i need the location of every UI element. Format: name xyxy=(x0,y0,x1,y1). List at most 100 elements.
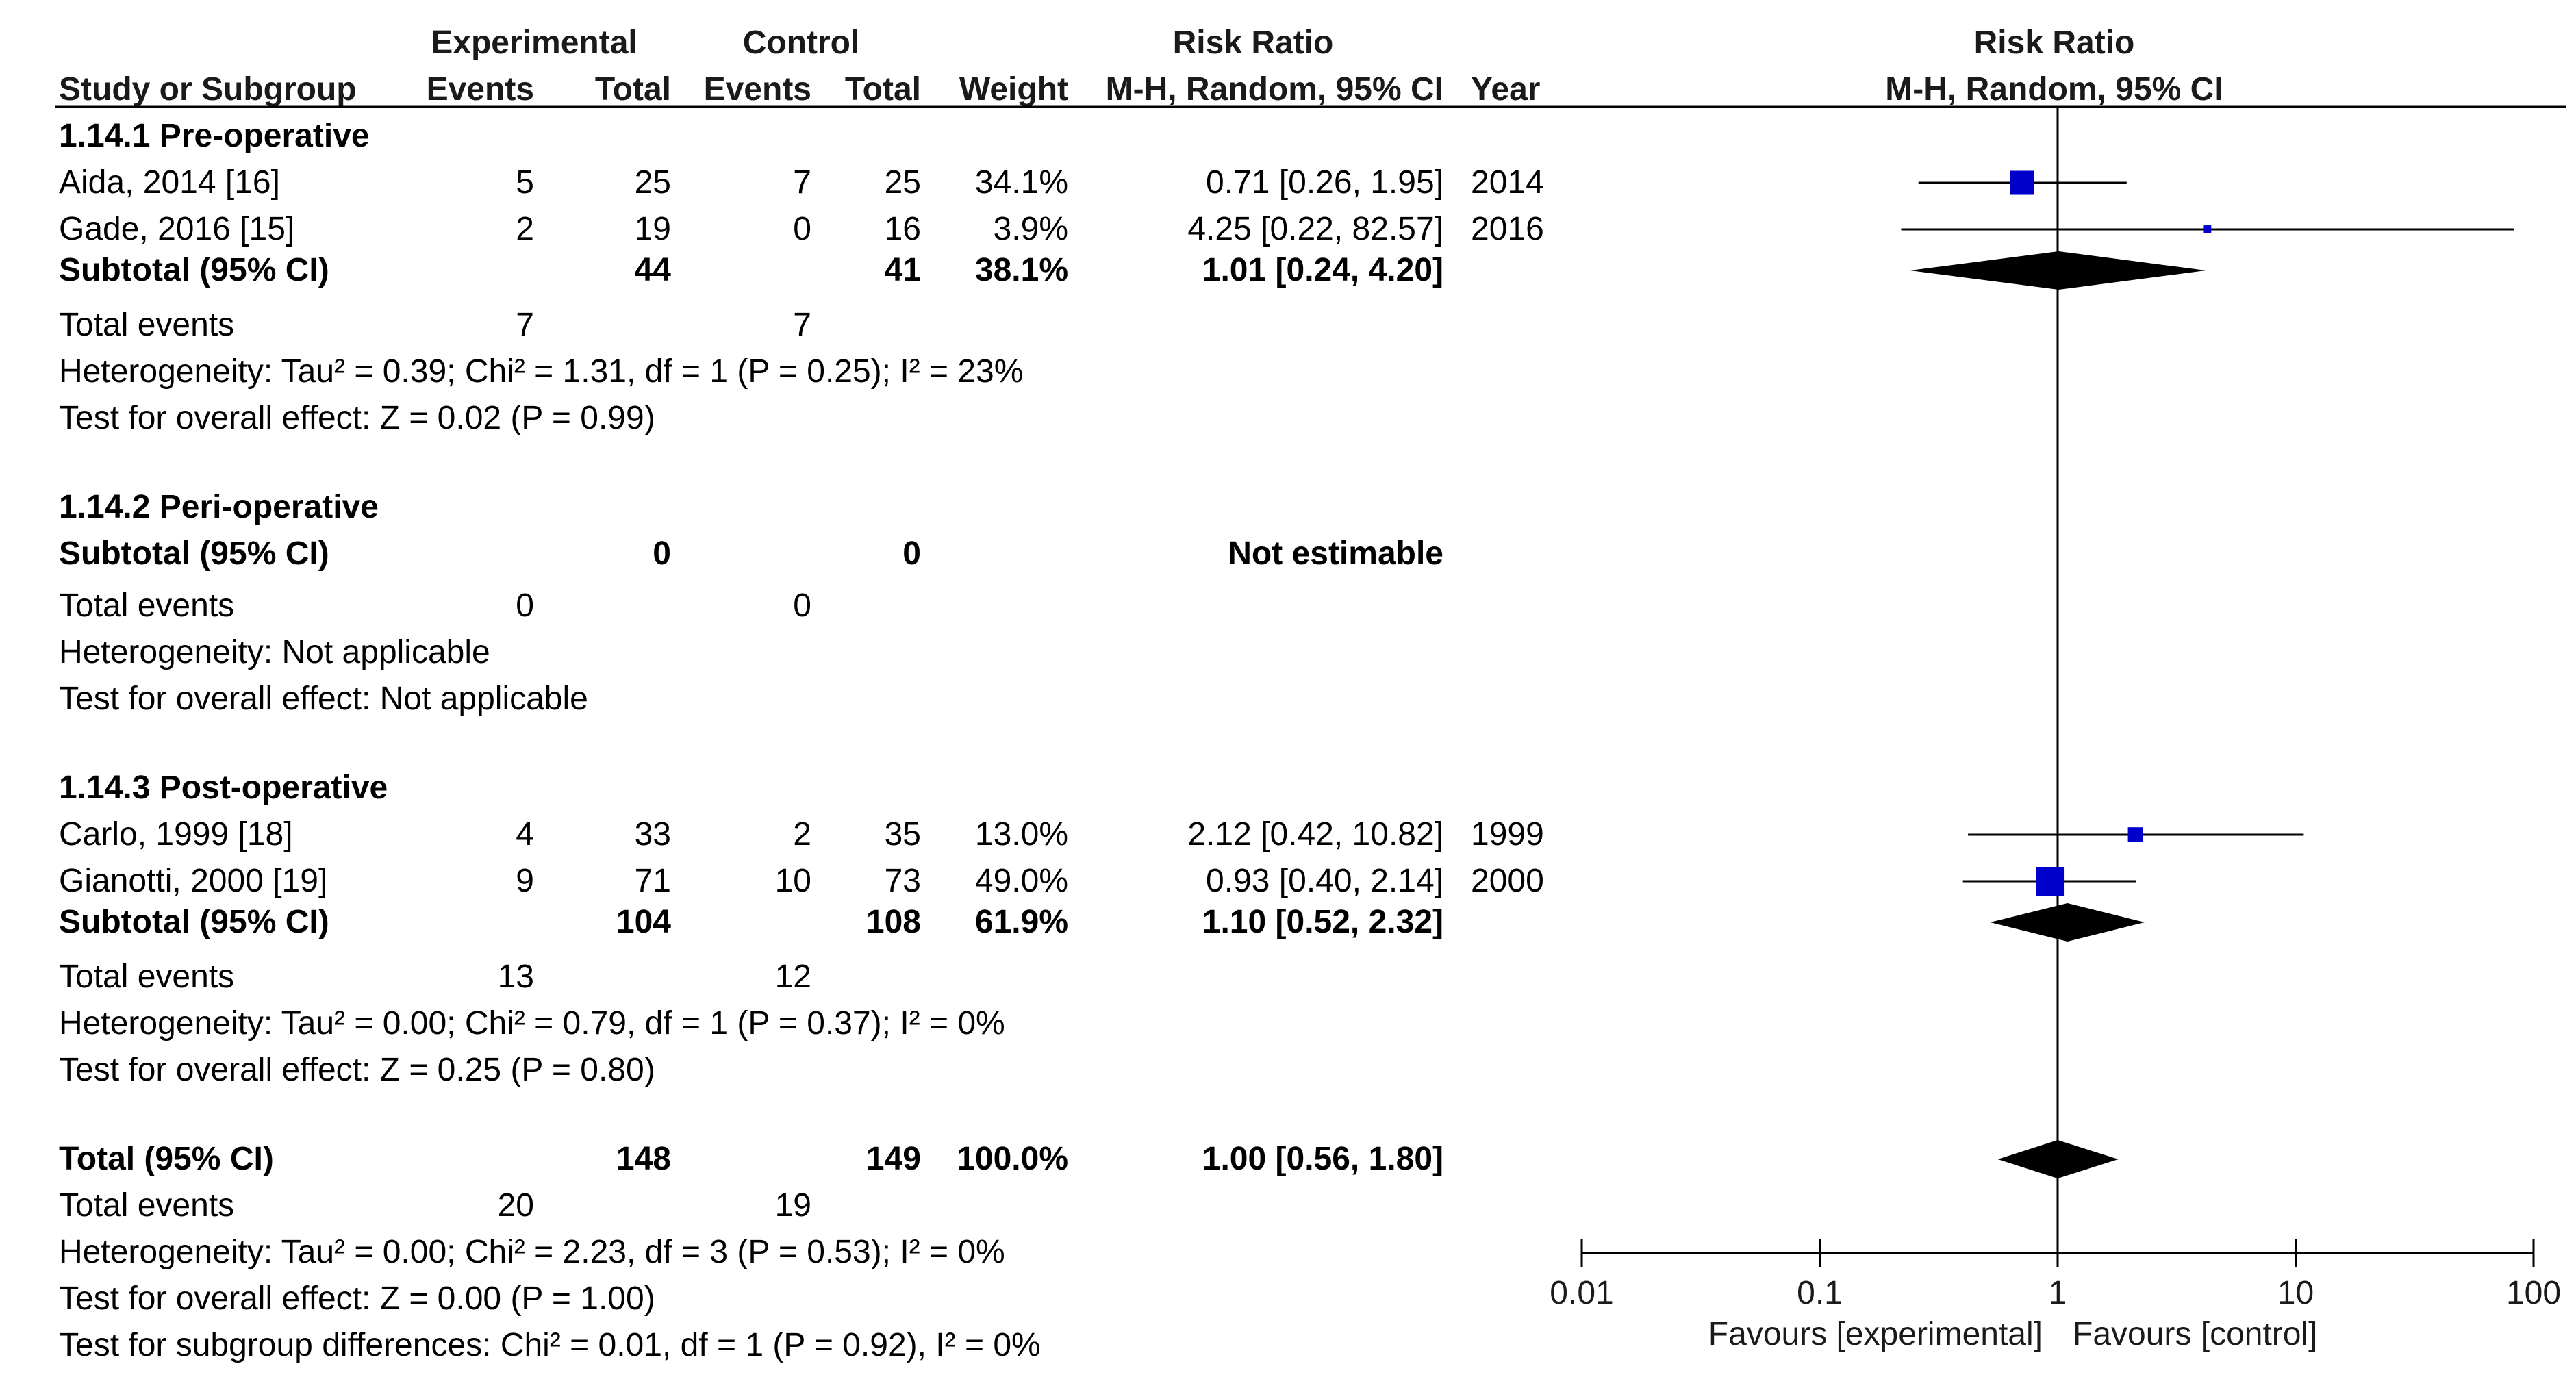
header-year: Year xyxy=(1471,71,1541,108)
text-label: Test for subgroup differences: Chi² = 0.… xyxy=(59,1327,1041,1363)
study-w: 3.9% xyxy=(993,211,1068,247)
x-axis-tick-label: 100 xyxy=(2506,1275,2561,1311)
header-experimental: Experimental xyxy=(431,25,637,61)
header-control: Control xyxy=(742,25,860,61)
events-ec: 7 xyxy=(793,307,811,343)
subtotal-w: 61.9% xyxy=(974,904,1068,940)
subtotal-tc: 149 xyxy=(866,1141,921,1177)
study-tc: 73 xyxy=(884,863,921,899)
group-label: 1.14.1 Pre-operative xyxy=(59,118,370,154)
subtotal-te: 44 xyxy=(634,252,671,288)
subtotal-te: 104 xyxy=(616,904,671,940)
study-w: 49.0% xyxy=(974,863,1068,899)
subtotal-ci: 1.10 [0.52, 2.32] xyxy=(1202,904,1443,940)
plot-layer: 0.01 0.1 1 10 100 Favours [experimental] Favou… xyxy=(1550,107,2561,1352)
pooled-diamond xyxy=(1997,1140,2119,1178)
text-label: Heterogeneity: Tau² = 0.39; Chi² = 1.31,… xyxy=(59,353,1024,390)
favours-experimental-label: Favours [experimental] xyxy=(1708,1316,2043,1352)
subtotal-w: 38.1% xyxy=(974,252,1068,288)
group-label: 1.14.2 Peri-operative xyxy=(59,489,379,525)
study-ee: 9 xyxy=(516,863,534,899)
events-ec: 19 xyxy=(774,1187,811,1224)
header-weight: Weight xyxy=(959,71,1068,108)
study-year: 2014 xyxy=(1471,164,1544,201)
study-label: Gianotti, 2000 [19] xyxy=(59,863,328,899)
study-ec: 7 xyxy=(793,164,811,201)
text-label: Heterogeneity: Tau² = 0.00; Chi² = 2.23,… xyxy=(59,1234,1005,1270)
x-axis-tick-label: 1 xyxy=(2049,1275,2067,1311)
events-ee: 13 xyxy=(497,959,534,995)
header-method: M-H, Random, 95% CI xyxy=(1105,71,1443,108)
text-label: Heterogeneity: Tau² = 0.00; Chi² = 0.79,… xyxy=(59,1005,1005,1041)
study-tc: 16 xyxy=(884,211,921,247)
study-ci: 2.12 [0.42, 10.82] xyxy=(1187,816,1443,852)
header-events-control: Events xyxy=(703,71,811,108)
subtotal-tc: 0 xyxy=(902,535,921,572)
x-axis-tick-label: 0.01 xyxy=(1550,1275,1613,1311)
study-label: Gade, 2016 [15] xyxy=(59,211,295,247)
study-w: 13.0% xyxy=(974,816,1068,852)
plot-title: Risk Ratio xyxy=(1974,25,2135,61)
study-ci: 0.93 [0.40, 2.14] xyxy=(1206,863,1443,899)
study-te: 19 xyxy=(634,211,671,247)
text-label: Heterogeneity: Not applicable xyxy=(59,634,490,670)
text-label: Test for overall effect: Z = 0.00 (P = 1… xyxy=(59,1280,655,1317)
events-ee: 20 xyxy=(497,1187,534,1224)
events-label: Total events xyxy=(59,959,235,995)
study-label: Carlo, 1999 [18] xyxy=(59,816,293,852)
subtotal-ci: Not estimable xyxy=(1228,535,1443,572)
pooled-diamond xyxy=(1990,903,2145,942)
header-total-control: Total xyxy=(844,71,921,108)
group-label: 1.14.3 Post-operative xyxy=(59,770,388,806)
events-ee: 7 xyxy=(516,307,534,343)
events-ee: 0 xyxy=(516,587,534,624)
study-te: 71 xyxy=(634,863,671,899)
study-w: 34.1% xyxy=(974,164,1068,201)
events-label: Total events xyxy=(59,307,235,343)
subtotal-label: Subtotal (95% CI) xyxy=(59,252,329,288)
subtotal-te: 148 xyxy=(616,1141,671,1177)
subtotal-label: Total (95% CI) xyxy=(59,1141,274,1177)
study-point xyxy=(2036,867,2065,896)
study-ec: 10 xyxy=(774,863,811,899)
subtotal-tc: 41 xyxy=(884,252,921,288)
subtotal-tc: 108 xyxy=(866,904,921,940)
favours-control-label: Favours [control] xyxy=(2073,1316,2317,1352)
subtotal-te: 0 xyxy=(653,535,671,572)
study-point xyxy=(2127,827,2143,842)
study-te: 33 xyxy=(634,816,671,852)
subtotal-w: 100.0% xyxy=(957,1141,1068,1177)
study-ee: 5 xyxy=(516,164,534,201)
subtotal-ci: 1.00 [0.56, 1.80] xyxy=(1202,1141,1443,1177)
x-axis-tick-label: 10 xyxy=(2277,1275,2314,1311)
study-year: 2016 xyxy=(1471,211,1544,247)
forest-table: Experimental Control Risk Ratio Study or… xyxy=(59,25,1544,1363)
events-label: Total events xyxy=(59,1187,235,1224)
study-ec: 2 xyxy=(793,816,811,852)
study-year: 1999 xyxy=(1471,816,1544,852)
study-ee: 4 xyxy=(516,816,534,852)
study-ec: 0 xyxy=(793,211,811,247)
text-label: Test for overall effect: Not applicable xyxy=(59,681,588,717)
study-point xyxy=(2010,170,2034,195)
pooled-diamond xyxy=(1910,251,2206,290)
plot-method-label: M-H, Random, 95% CI xyxy=(1885,71,2223,108)
subtotal-ci: 1.01 [0.24, 4.20] xyxy=(1202,252,1443,288)
subtotal-label: Subtotal (95% CI) xyxy=(59,535,329,572)
study-year: 2000 xyxy=(1471,863,1544,899)
study-ci: 0.71 [0.26, 1.95] xyxy=(1206,164,1443,201)
study-tc: 35 xyxy=(884,816,921,852)
study-tc: 25 xyxy=(884,164,921,201)
study-te: 25 xyxy=(634,164,671,201)
x-axis-tick-label: 0.1 xyxy=(1797,1275,1843,1311)
text-label: Test for overall effect: Z = 0.25 (P = 0… xyxy=(59,1052,655,1088)
text-label: Test for overall effect: Z = 0.02 (P = 0… xyxy=(59,400,655,436)
header-study: Study or Subgroup xyxy=(59,71,357,108)
header-total-experimental: Total xyxy=(594,71,671,108)
events-label: Total events xyxy=(59,587,235,624)
study-label: Aida, 2014 [16] xyxy=(59,164,280,201)
study-ee: 2 xyxy=(516,211,534,247)
events-ec: 0 xyxy=(793,587,811,624)
header-events-experimental: Events xyxy=(426,71,534,108)
